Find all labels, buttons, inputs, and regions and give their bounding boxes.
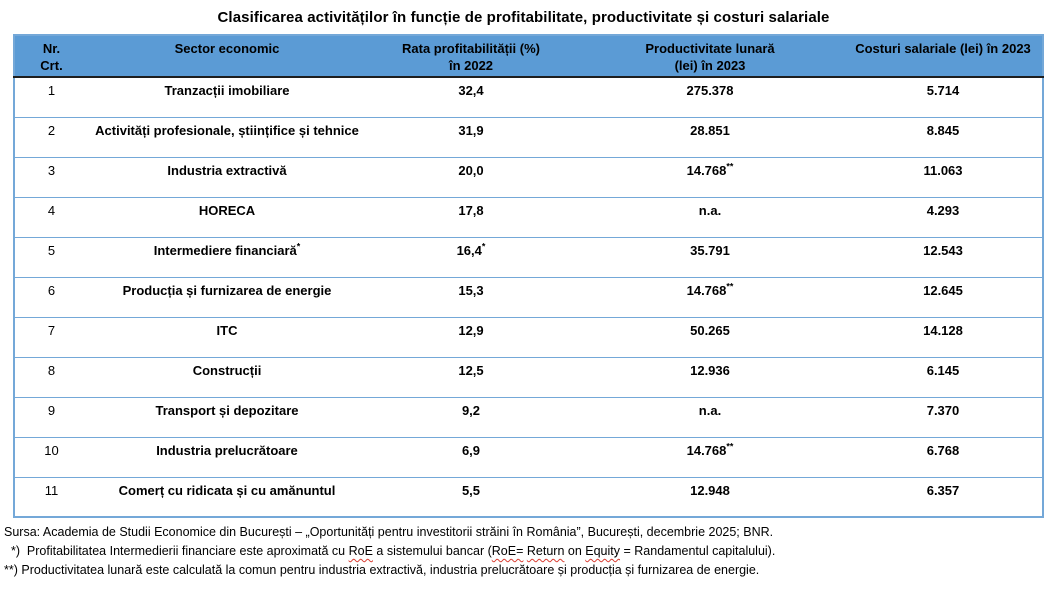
cell-rata-profitabilitate: 31,9 <box>366 116 576 157</box>
cell-rata-profitabilitate: 15,3 <box>366 276 576 317</box>
cell-sector: Construcții <box>88 356 366 397</box>
table-row: 4 HORECA 17,8 n.a. 4.293 <box>14 196 1043 237</box>
cell-costuri-salariale: 12.645 <box>844 276 1043 317</box>
header-cell-costuri: Costuri salariale (lei) în 2023 <box>844 35 1043 78</box>
cell-row-number: 11 <box>14 476 88 517</box>
table-row: 8 Construcții 12,5 12.936 6.145 <box>14 356 1043 397</box>
header-productivitate-line2: (lei) în 2023 <box>674 58 746 73</box>
header-row: Nr. Crt. Sector economic Rata profitabil… <box>14 35 1043 78</box>
cell-row-number: 6 <box>14 276 88 317</box>
cell-costuri-salariale: 11.063 <box>844 156 1043 197</box>
cell-costuri-salariale: 8.845 <box>844 116 1043 157</box>
table-row: 6 Producția și furnizarea de energie 15,… <box>14 276 1043 317</box>
table-row: 7 ITC 12,9 50.265 14.128 <box>14 316 1043 357</box>
footnote-asterisk: *) Profitabilitatea Intermedierii financ… <box>4 544 776 558</box>
cell-costuri-salariale: 6.768 <box>844 436 1043 477</box>
cell-productivitate: n.a. <box>576 396 844 437</box>
cell-productivitate: 50.265 <box>576 316 844 357</box>
cell-row-number: 8 <box>14 356 88 397</box>
cell-costuri-salariale: 6.145 <box>844 356 1043 397</box>
cell-rata-profitabilitate: 20,0 <box>366 156 576 197</box>
cell-rata-profitabilitate: 5,5 <box>366 476 576 517</box>
cell-sector: HORECA <box>88 196 366 237</box>
cell-sector: Transport și depozitare <box>88 396 366 437</box>
rata-footnote-mark: * <box>481 241 486 252</box>
productivitate-footnote-mark: ** <box>726 161 734 172</box>
header-nr-line2: Crt. <box>40 58 63 73</box>
table-body: 1 Tranzacții imobiliare 32,4 275.378 5.7… <box>14 76 1043 517</box>
cell-row-number: 5 <box>14 236 88 277</box>
cell-rata-profitabilitate: 12,5 <box>366 356 576 397</box>
header-rata-line2: în 2022 <box>448 58 494 73</box>
cell-sector: Producția și furnizarea de energie <box>88 276 366 317</box>
cell-productivitate: 12.948 <box>576 476 844 517</box>
cell-row-number: 7 <box>14 316 88 357</box>
cell-row-number: 4 <box>14 196 88 237</box>
sector-footnote-mark: * <box>296 241 301 252</box>
cell-costuri-salariale: 7.370 <box>844 396 1043 437</box>
footnotes: Sursa: Academia de Studii Economice din … <box>4 523 1047 580</box>
cell-rata-profitabilitate: 12,9 <box>366 316 576 357</box>
cell-sector: Industria extractivă <box>88 156 366 197</box>
cell-sector: Activități profesionale, științifice și … <box>88 116 366 157</box>
spellcheck-word: Return <box>526 544 565 558</box>
table-row: 2 Activități profesionale, științifice ș… <box>14 116 1043 157</box>
source-line: Sursa: Academia de Studii Economice din … <box>4 525 774 539</box>
cell-productivitate: 28.851 <box>576 116 844 157</box>
table-row: 1 Tranzacții imobiliare 32,4 275.378 5.7… <box>14 76 1043 117</box>
cell-rata-profitabilitate: 32,4 <box>366 76 576 117</box>
cell-sector: Industria prelucrătoare <box>88 436 366 477</box>
header-cell-sector: Sector economic <box>88 35 366 78</box>
cell-costuri-salariale: 12.543 <box>844 236 1043 277</box>
cell-productivitate: 14.768** <box>576 436 844 477</box>
cell-rata-profitabilitate: 16,4* <box>366 236 576 277</box>
header-productivitate-line1: Productivitate lunară <box>645 41 775 56</box>
cell-sector: Tranzacții imobiliare <box>88 76 366 117</box>
table-row: 10 Industria prelucrătoare 6,9 14.768** … <box>14 436 1043 477</box>
cell-sector: Intermediere financiară* <box>88 236 366 277</box>
cell-productivitate: 35.791 <box>576 236 844 277</box>
cell-row-number: 10 <box>14 436 88 477</box>
cell-rata-profitabilitate: 17,8 <box>366 196 576 237</box>
cell-productivitate: 14.768** <box>576 276 844 317</box>
table-title: Clasificarea activităților în funcție de… <box>217 9 830 26</box>
header-sector-line1: Sector economic <box>174 41 280 56</box>
cell-row-number: 2 <box>14 116 88 157</box>
table-row: 9 Transport și depozitare 9,2 n.a. 7.370 <box>14 396 1043 437</box>
classification-table: Nr. Crt. Sector economic Rata profitabil… <box>13 34 1044 518</box>
table-row: 5 Intermediere financiară* 16,4* 35.791 … <box>14 236 1043 277</box>
cell-row-number: 9 <box>14 396 88 437</box>
cell-row-number: 3 <box>14 156 88 197</box>
cell-costuri-salariale: 6.357 <box>844 476 1043 517</box>
header-costuri-line1: Costuri salariale (lei) în 2023 <box>855 41 1031 56</box>
cell-costuri-salariale: 14.128 <box>844 316 1043 357</box>
cell-row-number: 1 <box>14 76 88 117</box>
cell-sector: Comerț cu ridicata și cu amănuntul <box>88 476 366 517</box>
cell-sector: ITC <box>88 316 366 357</box>
cell-costuri-salariale: 4.293 <box>844 196 1043 237</box>
cell-rata-profitabilitate: 9,2 <box>366 396 576 437</box>
cell-rata-profitabilitate: 6,9 <box>366 436 576 477</box>
productivitate-footnote-mark: ** <box>726 281 734 292</box>
cell-productivitate: 275.378 <box>576 76 844 117</box>
spellcheck-word: Equity <box>585 544 621 558</box>
footnote-double-asterisk: **) Productivitatea lunară este calculat… <box>4 563 760 577</box>
cell-productivitate: 14.768** <box>576 156 844 197</box>
header-rata-line1: Rata profitabilității (%) <box>402 41 540 56</box>
header-cell-productivitate: Productivitate lunară (lei) în 2023 <box>576 35 844 78</box>
productivitate-footnote-mark: ** <box>726 441 734 452</box>
document-page: Clasificarea activităților în funcție de… <box>0 9 1047 580</box>
cell-productivitate: n.a. <box>576 196 844 237</box>
table-row: 11 Comerț cu ridicata și cu amănuntul 5,… <box>14 476 1043 517</box>
cell-productivitate: 12.936 <box>576 356 844 397</box>
header-nr-line1: Nr. <box>42 41 61 56</box>
spellcheck-word: RoE= <box>491 544 524 558</box>
header-cell-nr: Nr. Crt. <box>14 35 88 78</box>
cell-costuri-salariale: 5.714 <box>844 76 1043 117</box>
header-cell-rata: Rata profitabilității (%) în 2022 <box>366 35 576 78</box>
spellcheck-word: RoE <box>348 544 373 558</box>
table-header: Nr. Crt. Sector economic Rata profitabil… <box>14 35 1043 78</box>
table-row: 3 Industria extractivă 20,0 14.768** 11.… <box>14 156 1043 197</box>
